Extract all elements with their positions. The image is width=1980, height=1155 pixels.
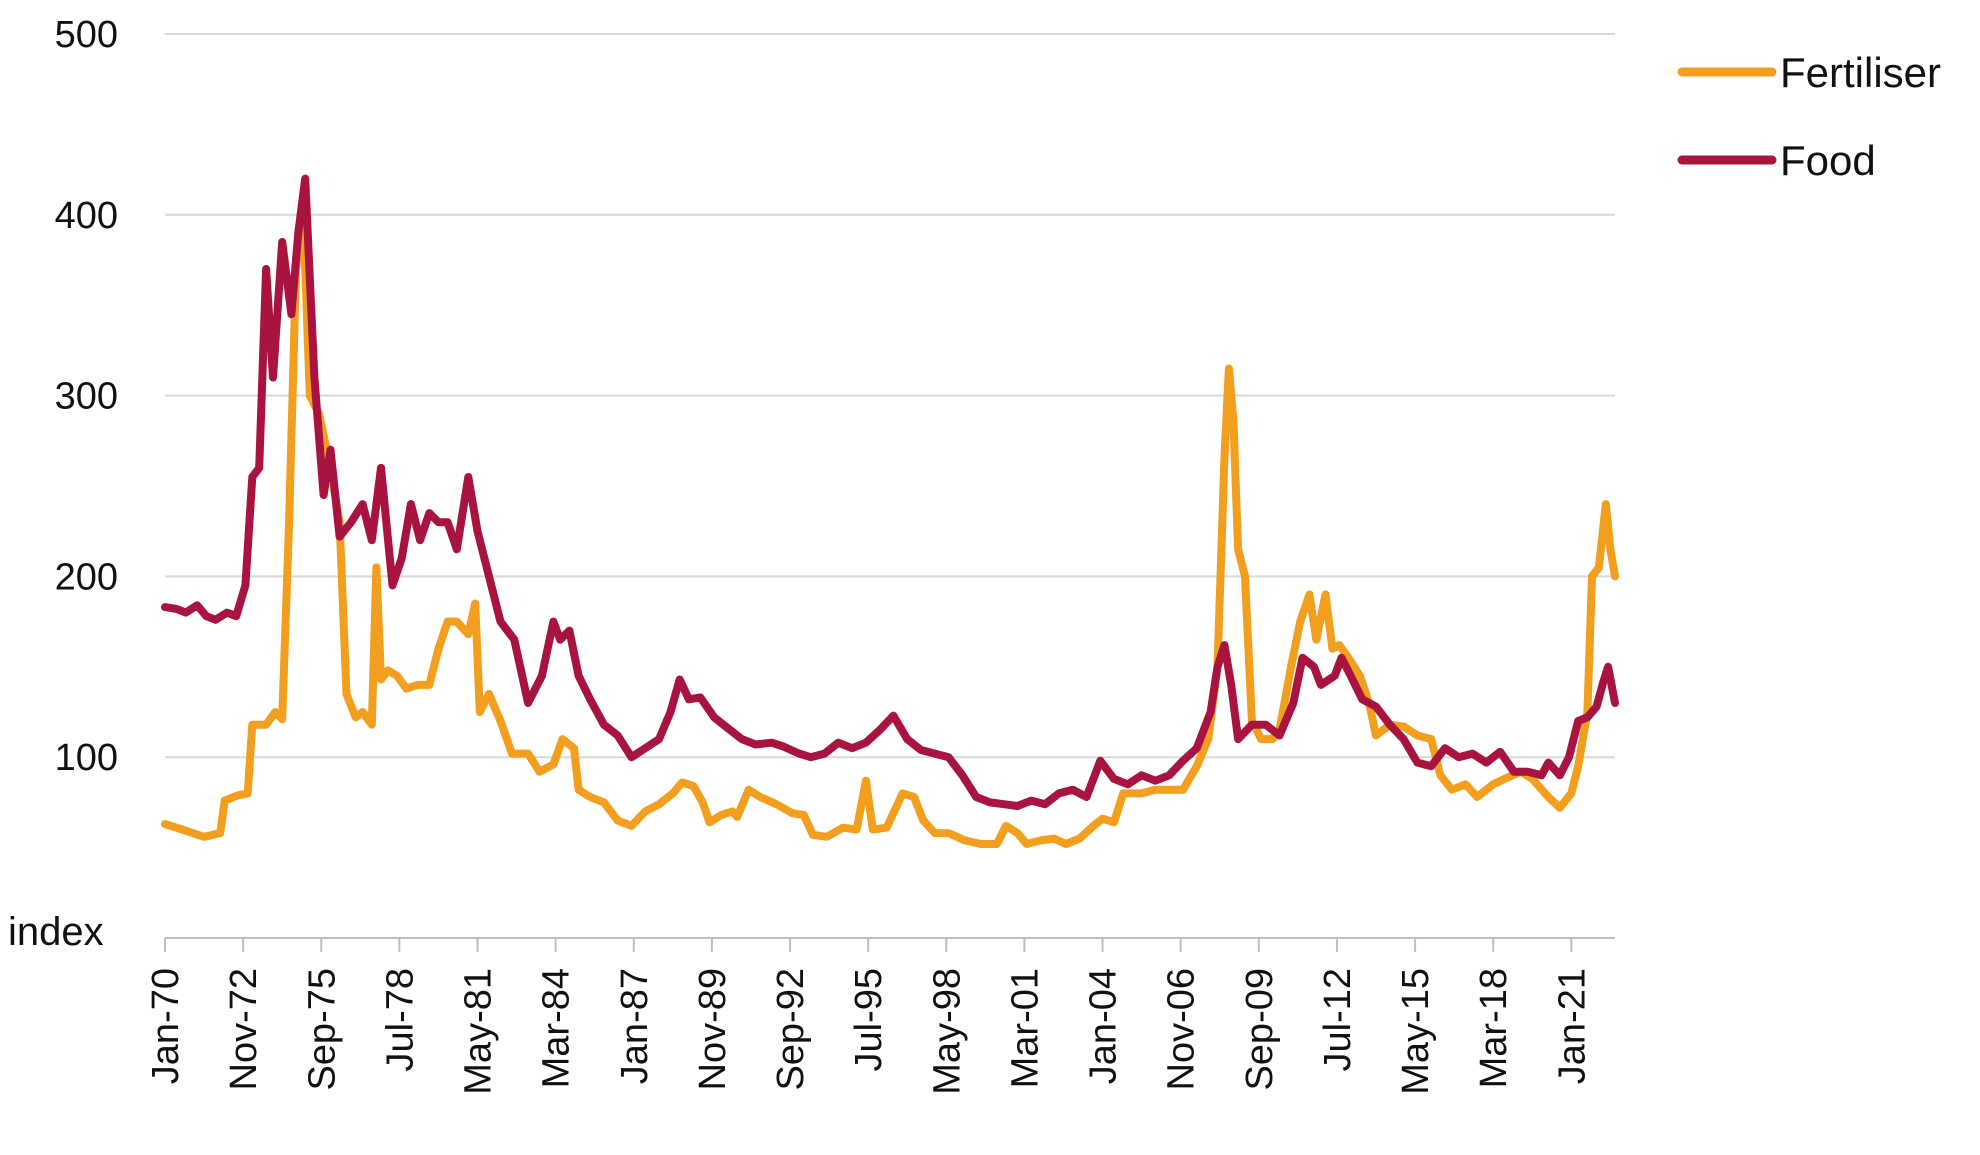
x-tick-label: Mar-01 — [1004, 968, 1046, 1088]
y-tick-label: 500 — [55, 14, 118, 56]
series-line-food — [161, 174, 1619, 810]
x-tick-label: May-81 — [458, 968, 500, 1095]
x-tick-label: Nov-06 — [1161, 968, 1203, 1091]
x-tick-label: Jan-21 — [1551, 968, 1593, 1084]
legend-label-food: Food — [1780, 137, 1876, 184]
y-tick-labels: 100 200 300 400 500 — [55, 14, 118, 779]
x-tick-label: Jul-95 — [848, 968, 890, 1072]
x-tick-label: Mar-18 — [1473, 968, 1515, 1088]
x-tick-label: Sep-92 — [770, 968, 812, 1091]
y-tick-label: 200 — [55, 556, 118, 598]
y-axis-label: index — [8, 910, 104, 954]
y-tick-label: 400 — [55, 195, 118, 237]
x-tick-label: Jul-12 — [1317, 968, 1359, 1072]
legend-label-fertiliser: Fertiliser — [1780, 49, 1941, 96]
x-tick-labels: Jan-70 Nov-72 Sep-75 Jul-78 May-81 Mar-84 Jan-… — [145, 968, 1593, 1095]
x-tick-label: Sep-09 — [1239, 968, 1281, 1091]
x-tick-label: Jan-04 — [1083, 968, 1125, 1084]
x-tick-label: May-98 — [926, 968, 968, 1095]
x-tick-label: Sep-75 — [301, 968, 343, 1091]
series-line-fertiliser — [161, 201, 1619, 848]
x-tick-label: Jan-70 — [145, 968, 187, 1084]
x-tick-label: Nov-89 — [692, 968, 734, 1091]
y-tick-label: 300 — [55, 376, 118, 418]
legend: Fertiliser Food — [1677, 49, 1941, 184]
x-tick-label: Jan-87 — [614, 968, 656, 1084]
gridlines — [165, 33, 1615, 759]
y-tick-label: 100 — [55, 737, 118, 779]
x-tick-label: Jul-78 — [379, 968, 421, 1072]
x-tick-label: Nov-72 — [223, 968, 265, 1091]
series-lines — [161, 174, 1619, 848]
x-tick-label: May-15 — [1395, 968, 1437, 1095]
x-tick-label: Mar-84 — [536, 968, 578, 1088]
x-axis — [164, 937, 1615, 952]
